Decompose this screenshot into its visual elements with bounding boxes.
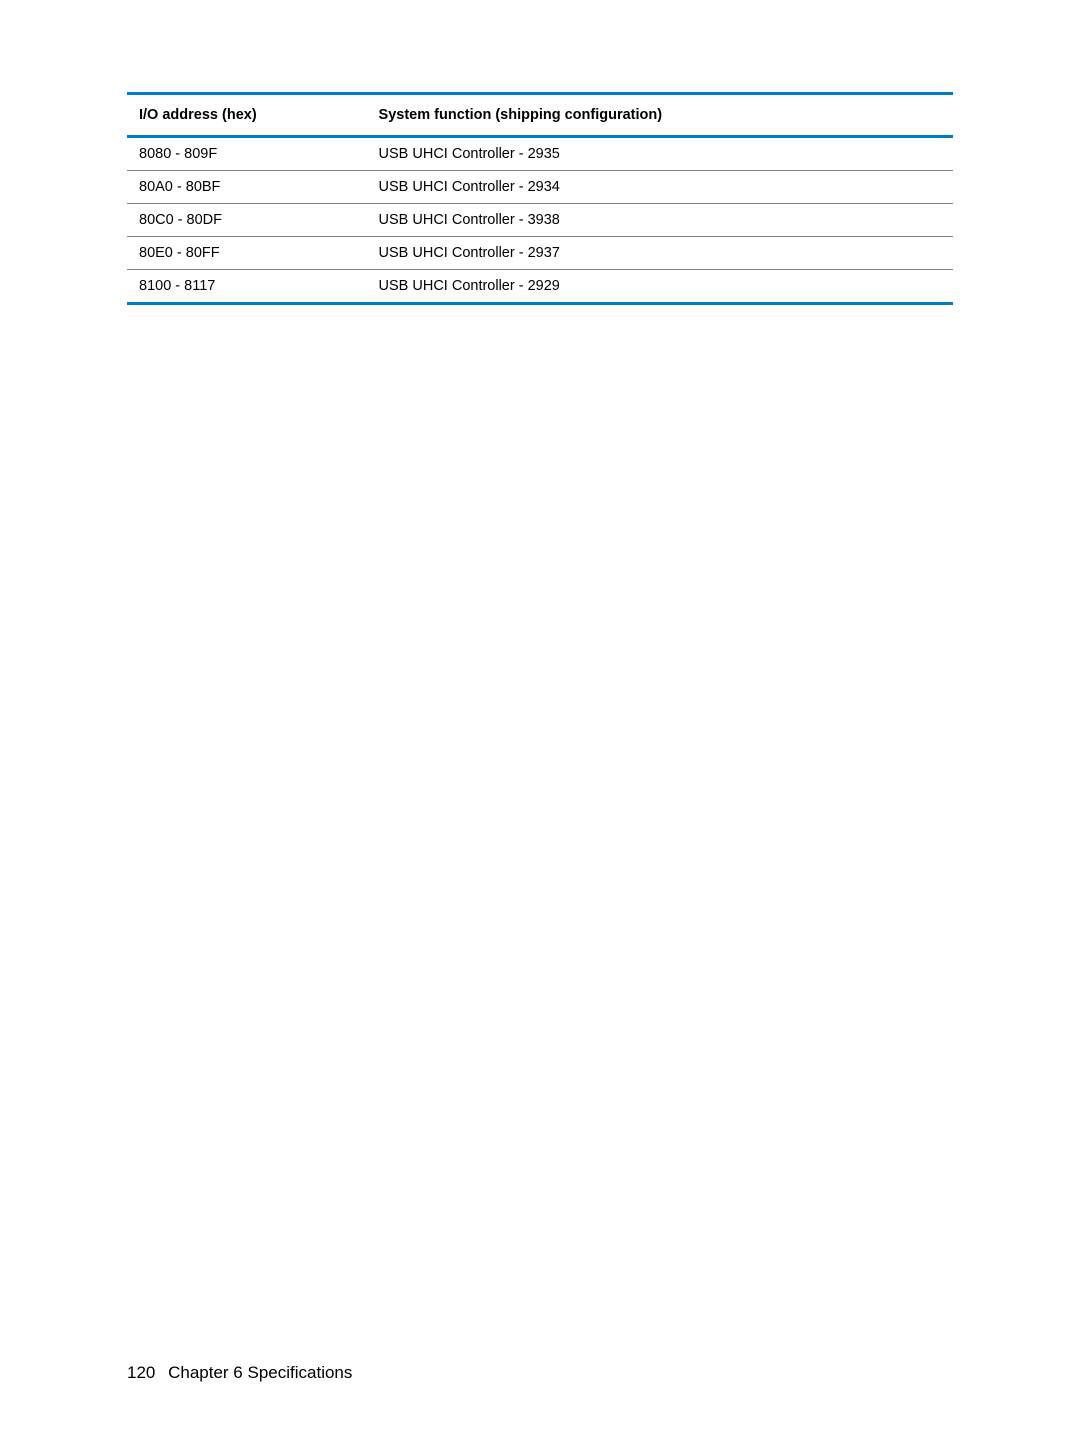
page-number: 120 <box>127 1363 155 1382</box>
table-row: 80A0 - 80BF USB UHCI Controller - 2934 <box>127 171 953 204</box>
system-function-cell: USB UHCI Controller - 3938 <box>367 204 953 237</box>
table-row: 80E0 - 80FF USB UHCI Controller - 2937 <box>127 237 953 270</box>
table-row: 8100 - 8117 USB UHCI Controller - 2929 <box>127 270 953 304</box>
system-function-cell: USB UHCI Controller - 2934 <box>367 171 953 204</box>
table-row: 8080 - 809F USB UHCI Controller - 2935 <box>127 137 953 171</box>
system-function-cell: USB UHCI Controller - 2935 <box>367 137 953 171</box>
io-address-table: I/O address (hex) System function (shipp… <box>127 92 953 305</box>
io-address-cell: 80A0 - 80BF <box>127 171 367 204</box>
table-header-row: I/O address (hex) System function (shipp… <box>127 94 953 137</box>
io-address-cell: 80C0 - 80DF <box>127 204 367 237</box>
page-content: I/O address (hex) System function (shipp… <box>0 0 1080 305</box>
table-row: 80C0 - 80DF USB UHCI Controller - 3938 <box>127 204 953 237</box>
io-address-cell: 80E0 - 80FF <box>127 237 367 270</box>
system-function-cell: USB UHCI Controller - 2937 <box>367 237 953 270</box>
table-header-system-function: System function (shipping configuration) <box>367 94 953 137</box>
io-address-cell: 8080 - 809F <box>127 137 367 171</box>
table-header-io-address: I/O address (hex) <box>127 94 367 137</box>
page-footer: 120 Chapter 6 Specifications <box>127 1363 352 1383</box>
io-address-cell: 8100 - 8117 <box>127 270 367 304</box>
system-function-cell: USB UHCI Controller - 2929 <box>367 270 953 304</box>
chapter-label: Chapter 6 Specifications <box>168 1363 352 1382</box>
